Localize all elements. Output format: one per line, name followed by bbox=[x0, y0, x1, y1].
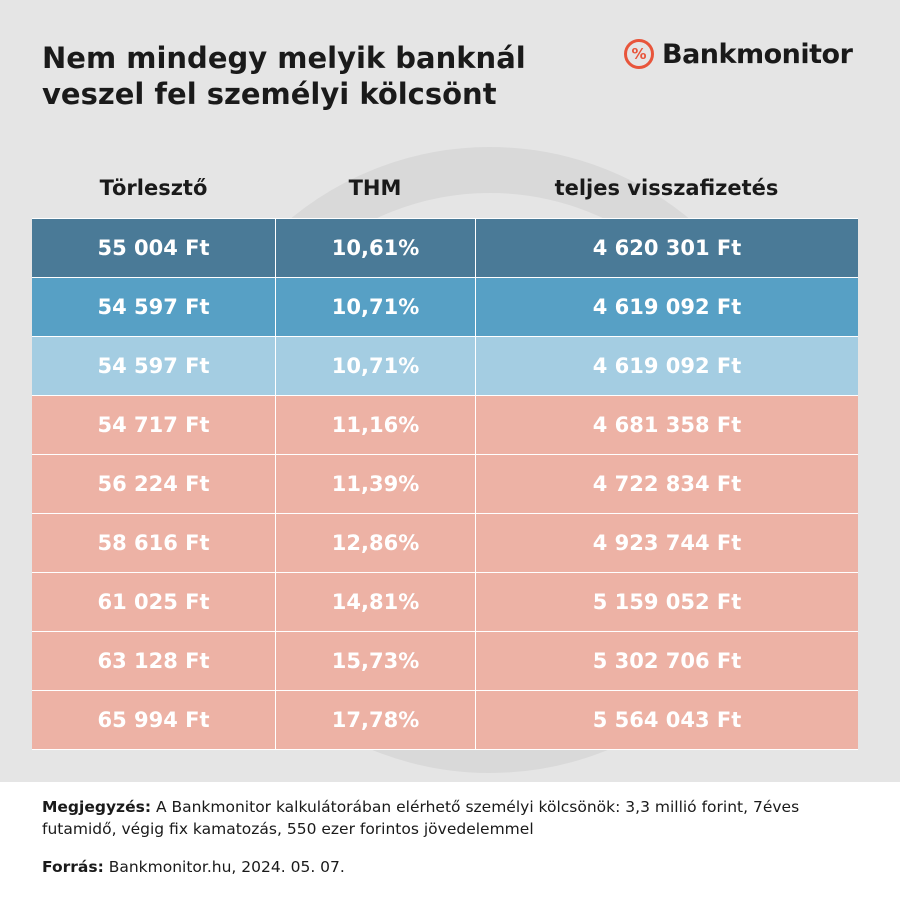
cell-torleszto: 65 994 Ft bbox=[97, 708, 210, 732]
cell-thm: 14,81% bbox=[275, 573, 475, 631]
source-label: Forrás: bbox=[42, 858, 104, 876]
column-header-teljes: teljes visszafizetés bbox=[554, 176, 779, 200]
cell-thm: 12,86% bbox=[275, 514, 475, 572]
cell-teljes: 5 564 043 Ft bbox=[475, 691, 858, 749]
cell-thm: 11,39% bbox=[275, 455, 475, 513]
table-row: 61 025 Ft 14,81% 5 159 052 Ft bbox=[32, 573, 858, 632]
cell-torleszto: 54 717 Ft bbox=[97, 413, 210, 437]
column-header-thm: THM bbox=[348, 176, 402, 200]
table-row: 54 597 Ft 10,71% 4 619 092 Ft bbox=[32, 278, 858, 337]
source-text: Bankmonitor.hu, 2024. 05. 07. bbox=[103, 858, 345, 876]
cell-torleszto: 54 597 Ft bbox=[97, 295, 210, 319]
cell-torleszto: 55 004 Ft bbox=[97, 236, 210, 260]
brand-logo: % Bankmonitor bbox=[624, 36, 853, 72]
table-row: 55 004 Ft 10,61% 4 620 301 Ft bbox=[32, 219, 858, 278]
note-text: A Bankmonitor kalkulátorában elérhető sz… bbox=[42, 798, 800, 838]
cell-teljes: 4 681 358 Ft bbox=[475, 396, 858, 454]
cell-teljes: 4 619 092 Ft bbox=[475, 278, 858, 336]
cell-thm: 17,78% bbox=[275, 691, 475, 749]
cell-thm: 10,71% bbox=[275, 337, 475, 395]
table-row: 63 128 Ft 15,73% 5 302 706 Ft bbox=[32, 632, 858, 691]
cell-teljes: 4 620 301 Ft bbox=[475, 219, 858, 277]
cell-torleszto: 58 616 Ft bbox=[97, 531, 210, 555]
cell-teljes: 4 923 744 Ft bbox=[475, 514, 858, 572]
cell-thm: 15,73% bbox=[275, 632, 475, 690]
data-table: 55 004 Ft 10,61% 4 620 301 Ft 54 597 Ft 10,7… bbox=[32, 218, 858, 750]
percent-circle-icon: % bbox=[624, 39, 654, 69]
cell-thm: 10,61% bbox=[275, 219, 475, 277]
footer-note: Megjegyzés: A Bankmonitor kalkulátorában… bbox=[42, 796, 872, 840]
column-headers: Törlesztő THM teljes visszafizetés bbox=[32, 160, 858, 216]
chart-panel: Nem mindegy melyik banknál veszel fel sz… bbox=[0, 0, 900, 782]
table-row: 58 616 Ft 12,86% 4 923 744 Ft bbox=[32, 514, 858, 573]
table-row: 65 994 Ft 17,78% 5 564 043 Ft bbox=[32, 691, 858, 750]
title-line-2: veszel fel személyi kölcsönt bbox=[42, 77, 497, 111]
column-header-torleszto: Törlesztő bbox=[99, 176, 208, 200]
title-line-1: Nem mindegy melyik banknál bbox=[42, 41, 526, 75]
table-row: 54 597 Ft 10,71% 4 619 092 Ft bbox=[32, 337, 858, 396]
cell-thm: 10,71% bbox=[275, 278, 475, 336]
brand-name: Bankmonitor bbox=[662, 38, 853, 70]
note-label: Megjegyzés: bbox=[42, 798, 152, 816]
table-row: 56 224 Ft 11,39% 4 722 834 Ft bbox=[32, 455, 858, 514]
cell-torleszto: 61 025 Ft bbox=[97, 590, 210, 614]
cell-teljes: 5 159 052 Ft bbox=[475, 573, 858, 631]
cell-teljes: 4 722 834 Ft bbox=[475, 455, 858, 513]
cell-torleszto: 54 597 Ft bbox=[97, 354, 210, 378]
table-row: 54 717 Ft 11,16% 4 681 358 Ft bbox=[32, 396, 858, 455]
cell-teljes: 5 302 706 Ft bbox=[475, 632, 858, 690]
cell-teljes: 4 619 092 Ft bbox=[475, 337, 858, 395]
cell-torleszto: 63 128 Ft bbox=[97, 649, 210, 673]
footer-source: Forrás: Bankmonitor.hu, 2024. 05. 07. bbox=[42, 856, 872, 878]
cell-thm: 11,16% bbox=[275, 396, 475, 454]
footer: Megjegyzés: A Bankmonitor kalkulátorában… bbox=[42, 796, 872, 878]
cell-torleszto: 56 224 Ft bbox=[97, 472, 210, 496]
page-title: Nem mindegy melyik banknál veszel fel sz… bbox=[42, 40, 602, 112]
